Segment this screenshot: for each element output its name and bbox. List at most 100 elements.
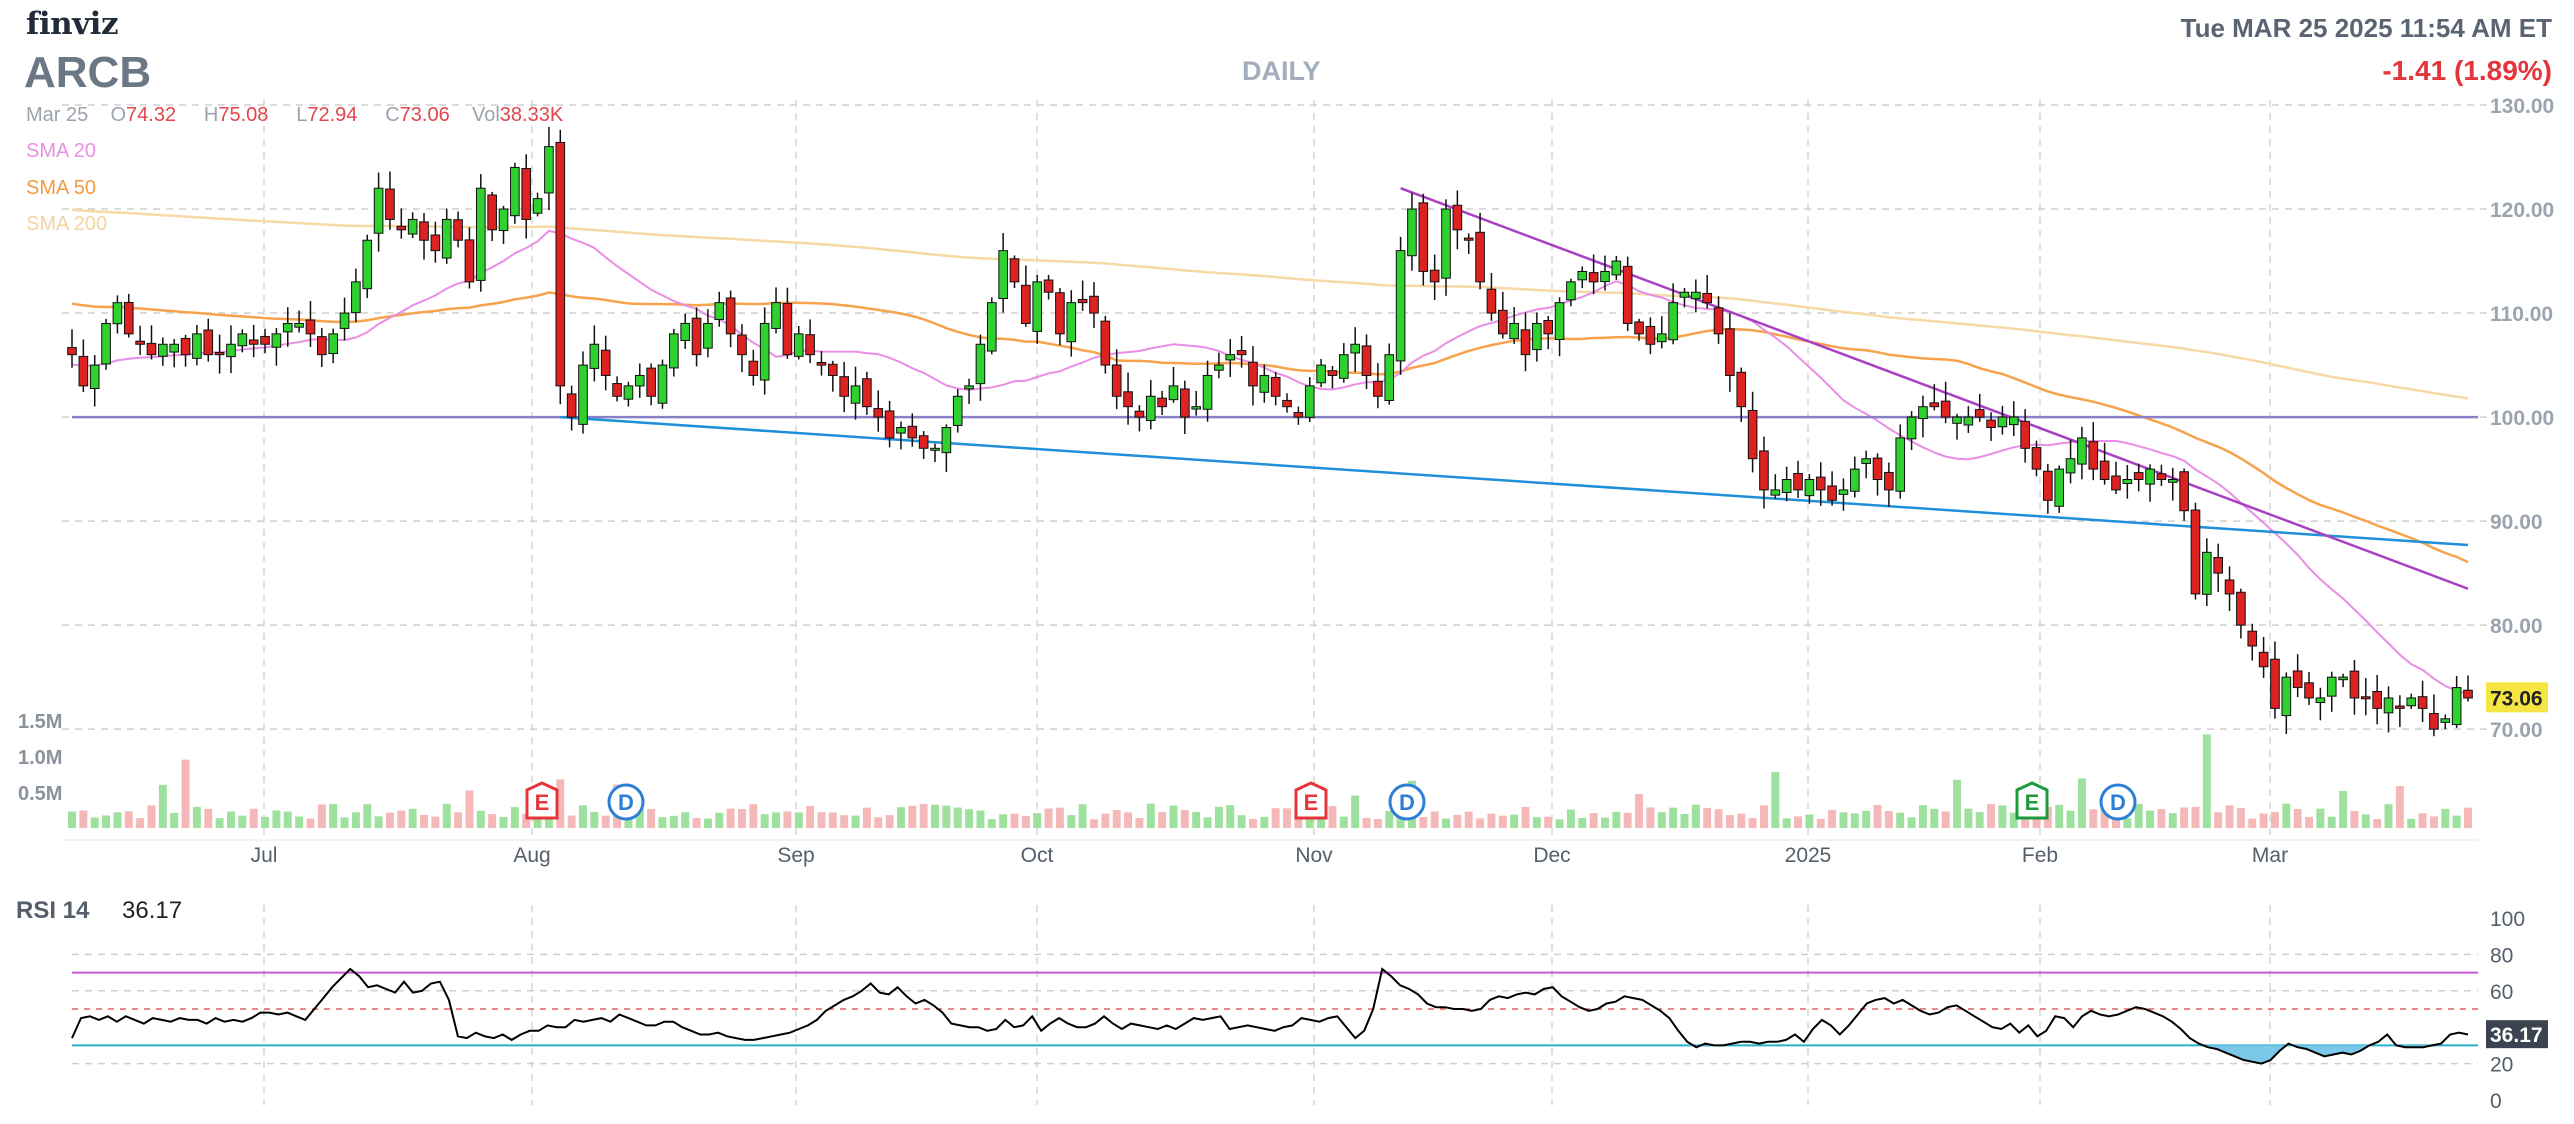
candle-body [623, 385, 634, 400]
candle [1475, 212, 1485, 290]
candle-body [1532, 322, 1542, 351]
candle-body [1827, 485, 1837, 501]
candle-body [2236, 591, 2246, 626]
price-tick-label: 110.00 [2490, 303, 2553, 326]
volume-bar [669, 815, 678, 828]
candle-body [1191, 406, 1202, 410]
candle [2054, 465, 2065, 513]
candle [839, 361, 849, 413]
volume-bar [1521, 806, 1530, 828]
candle [669, 328, 679, 377]
volume-bar [2282, 803, 2291, 828]
finviz-logo[interactable]: finviz [26, 6, 119, 42]
candle [373, 172, 384, 252]
earnings-marker[interactable]: E [1294, 781, 1328, 820]
volume-bar [2191, 806, 2200, 828]
rsi-line [71, 967, 2469, 1065]
volume-bar [1759, 805, 1768, 828]
volume-bar [1532, 817, 1541, 828]
volume-bar [999, 814, 1008, 828]
candle-body [2281, 676, 2292, 717]
volume-value: 38.33K [499, 104, 564, 126]
candle-body [135, 340, 145, 345]
candle [1168, 366, 1179, 403]
volume-bar [1419, 817, 1428, 828]
candle [1441, 199, 1451, 296]
volume-bar [1112, 810, 1121, 828]
candle [1566, 278, 1576, 307]
dividend-marker[interactable]: D [2099, 783, 2137, 821]
candle-body [2133, 472, 2144, 481]
earnings-marker[interactable]: E [525, 781, 559, 820]
dividend-marker[interactable]: D [607, 783, 645, 821]
earnings-marker[interactable]: E [2015, 781, 2049, 820]
candle [1520, 312, 1531, 372]
candle [2451, 675, 2462, 728]
volume-bar [124, 811, 133, 828]
candle-body [1974, 409, 1985, 418]
volume-bar [1385, 810, 1394, 828]
volume-bar [874, 817, 883, 828]
volume-bar [1998, 805, 2007, 828]
candle [1815, 462, 1826, 506]
candle-body [975, 343, 986, 385]
volume-bar [692, 817, 701, 828]
candle-body [1861, 458, 1871, 464]
candle-body [555, 141, 566, 387]
candle-body [1452, 204, 1463, 231]
volume-bar [510, 807, 519, 828]
candle-body [1656, 333, 1667, 343]
volume-bar [2384, 804, 2393, 828]
volume-bar [1067, 815, 1076, 828]
volume-bar [1192, 811, 1201, 828]
candle-body [725, 297, 736, 335]
volume-bar [1090, 819, 1098, 828]
candle-body [1293, 412, 1304, 418]
rsi-oversold-fill [72, 1045, 2468, 1064]
candle-body [634, 374, 645, 387]
candle [1827, 471, 1837, 506]
candle [2077, 426, 2087, 480]
dividend-marker[interactable]: D [1388, 783, 1426, 821]
volume-bar [1782, 818, 1791, 828]
candle [260, 328, 270, 354]
candle-body [112, 302, 123, 325]
candle [896, 421, 906, 450]
candle-body [430, 234, 441, 252]
event-marker-letter: D [618, 790, 634, 815]
volume-bar [1203, 817, 1212, 828]
candle-body [1111, 364, 1122, 397]
candle [1236, 336, 1247, 368]
candle [385, 171, 395, 230]
candle-body [2372, 690, 2382, 709]
candle-body [1248, 361, 1258, 387]
candle [1668, 283, 1678, 345]
candle-body [2167, 479, 2178, 483]
volume-bar [2077, 778, 2086, 828]
volume-bar [1476, 818, 1485, 828]
volume-bar [896, 807, 905, 828]
candle-body [260, 336, 270, 345]
candle [1622, 256, 1633, 332]
candle [578, 351, 588, 434]
candle [952, 389, 963, 433]
volume-bar [238, 815, 247, 828]
candle [2145, 464, 2155, 502]
volume-bar [1544, 816, 1553, 828]
candle [475, 174, 486, 292]
candle-body [1793, 472, 1803, 491]
volume-bar [2316, 808, 2325, 828]
candle [1066, 290, 1077, 357]
candle-body [1952, 416, 1962, 424]
candle [816, 351, 827, 376]
volume-bar [1021, 815, 1030, 828]
candle-body [385, 188, 395, 220]
candle [930, 443, 940, 463]
candle-body [1270, 377, 1281, 397]
candle [1940, 381, 1951, 424]
candle [214, 334, 225, 374]
candle-body [1429, 269, 1440, 283]
candle [1849, 456, 1860, 498]
event-marker-letter: D [2110, 790, 2126, 815]
dividend-badge [2099, 783, 2137, 821]
